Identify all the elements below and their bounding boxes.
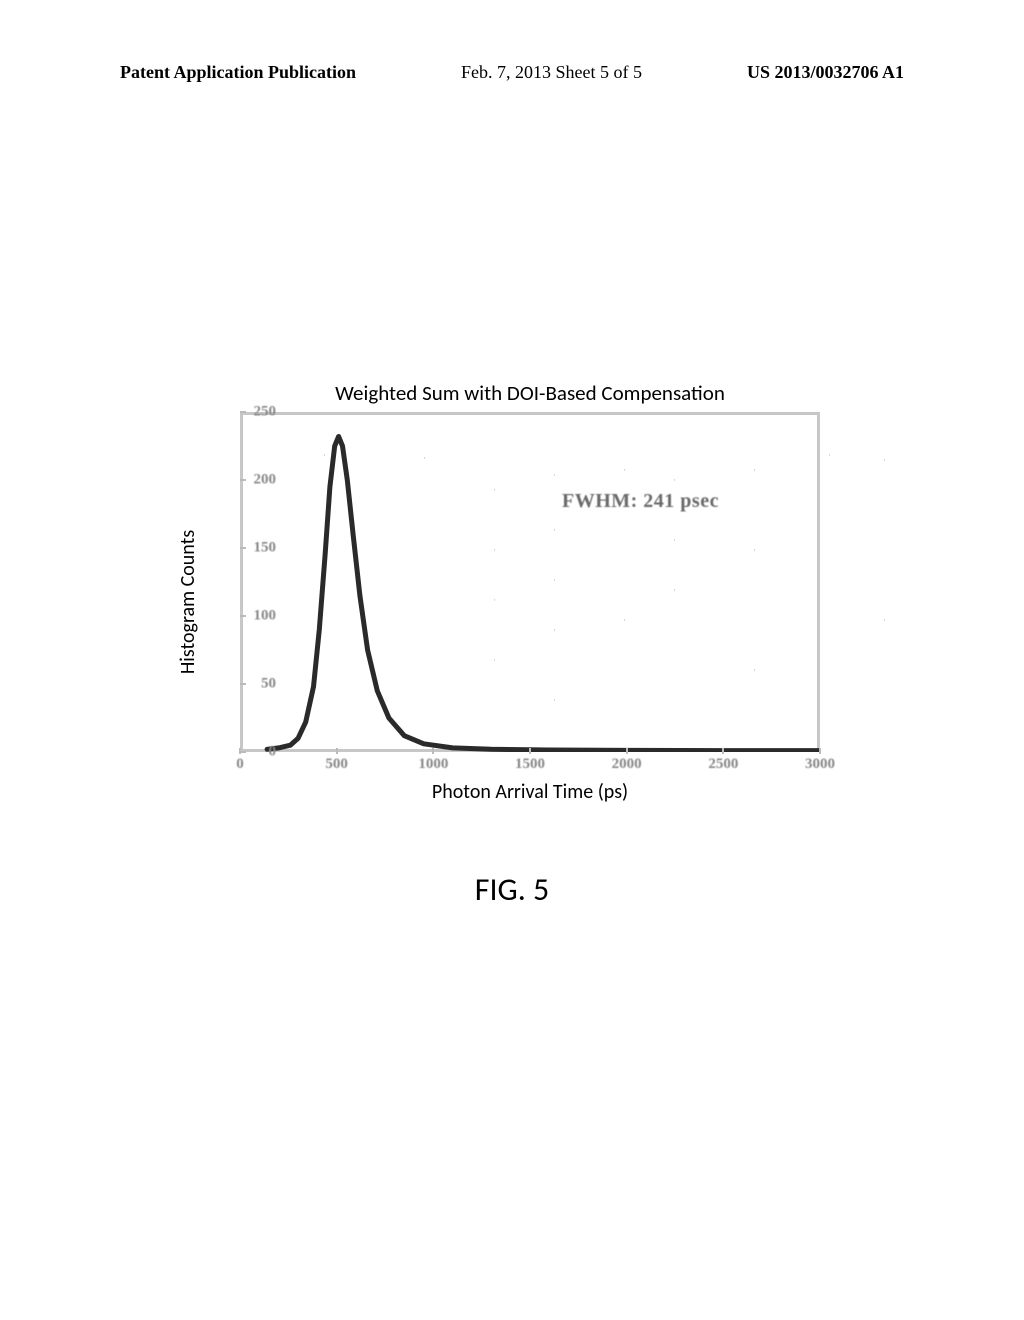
- x-tick-mark: [626, 748, 628, 754]
- x-tick-mark: [239, 748, 241, 754]
- scan-noise-dot: ·: [753, 465, 756, 475]
- scan-noise-dot: ·: [828, 450, 831, 460]
- x-tick-label: 3000: [805, 756, 835, 773]
- scan-noise-dot: ·: [553, 575, 556, 585]
- scan-noise-dot: ·: [553, 625, 556, 635]
- y-tick-label: 150: [254, 540, 277, 557]
- y-tick-mark: [240, 683, 246, 685]
- page-header: Patent Application Publication Feb. 7, 2…: [0, 62, 1024, 83]
- x-tick-mark: [819, 748, 821, 754]
- scan-noise-dot: ·: [753, 665, 756, 675]
- header-center: Feb. 7, 2013 Sheet 5 of 5: [461, 62, 642, 83]
- x-tick-mark: [722, 748, 724, 754]
- x-tick-mark: [432, 748, 434, 754]
- scan-noise-dot: ·: [753, 545, 756, 555]
- header-right: US 2013/0032706 A1: [747, 62, 904, 83]
- figure-area: Weighted Sum with DOI-Based Compensation…: [140, 380, 860, 792]
- x-axis-label: Photon Arrival Time (ps): [240, 780, 820, 804]
- scan-noise-dot: ·: [623, 495, 626, 505]
- y-tick-label: 250: [254, 404, 277, 421]
- header-left: Patent Application Publication: [120, 62, 356, 83]
- y-tick-mark: [240, 411, 246, 413]
- scan-noise-dot: ·: [423, 453, 426, 463]
- scan-noise-dot: ·: [673, 535, 676, 545]
- y-tick-mark: [240, 479, 246, 481]
- x-tick-label: 1500: [515, 756, 545, 773]
- x-tick-label: 2500: [708, 756, 738, 773]
- scan-noise-dot: ·: [553, 695, 556, 705]
- scan-noise-dot: ·: [323, 450, 326, 460]
- scan-noise-dot: ·: [883, 455, 886, 465]
- x-tick-mark: [529, 748, 531, 754]
- scan-noise-dot: ·: [883, 615, 886, 625]
- x-tick-label: 500: [325, 756, 348, 773]
- scan-noise-dot: ·: [493, 485, 496, 495]
- scan-noise-dot: ·: [493, 595, 496, 605]
- y-tick-label: 50: [261, 676, 276, 693]
- y-tick-label: 100: [254, 608, 277, 625]
- scan-noise-dot: ·: [623, 465, 626, 475]
- scan-noise-dot: ·: [673, 585, 676, 595]
- x-tick-label: 0: [236, 756, 244, 773]
- y-axis-label: Histogram Counts: [176, 530, 200, 674]
- scan-noise-dot: ·: [493, 655, 496, 665]
- x-tick-mark: [336, 748, 338, 754]
- plot-area: FWHM: 241 psec ·······················: [240, 412, 820, 752]
- scan-noise-dot: ·: [673, 475, 676, 485]
- scan-noise-dot: ·: [623, 615, 626, 625]
- x-tick-label: 1000: [418, 756, 448, 773]
- scan-noise-dot: ·: [493, 545, 496, 555]
- y-tick-label: 0: [269, 744, 277, 761]
- chart-title: Weighted Sum with DOI-Based Compensation: [200, 380, 860, 406]
- figure-caption: FIG. 5: [0, 870, 1024, 909]
- y-tick-mark: [240, 547, 246, 549]
- y-tick-label: 200: [254, 472, 277, 489]
- scan-noise-dot: ·: [553, 470, 556, 480]
- chart-wrap: Histogram Counts FWHM: 241 psec · · · · · · · ·…: [140, 412, 860, 792]
- scan-noise-dot: ·: [553, 525, 556, 535]
- fwhm-annotation: FWHM: 241 psec: [562, 490, 719, 513]
- y-tick-mark: [240, 615, 246, 617]
- x-tick-label: 2000: [612, 756, 642, 773]
